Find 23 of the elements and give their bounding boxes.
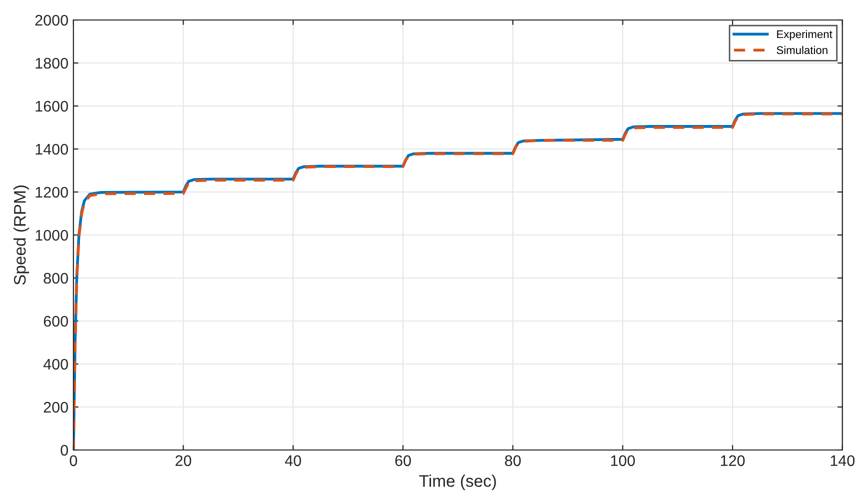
legend-label: Simulation: [776, 46, 828, 54]
x-tick-label: 40: [285, 455, 302, 466]
y-tick-label: 1600: [36, 100, 68, 112]
x-tick-label: 100: [611, 455, 635, 466]
y-tick-label: 1800: [36, 58, 68, 69]
x-tick-label: 120: [720, 455, 745, 466]
x-tick-label: 80: [505, 455, 521, 466]
y-tick-label: 2000: [35, 14, 68, 26]
x-tick-label: 20: [176, 455, 192, 466]
y-tick-label: 800: [44, 272, 68, 284]
x-tick-label: 0: [70, 455, 78, 466]
y-tick-label: 600: [44, 316, 68, 327]
x-tick-label: 60: [395, 455, 411, 466]
x-tick-label: 140: [830, 455, 855, 466]
y-tick-label: 200: [44, 402, 68, 413]
y-axis-title: Speed (RPM): [14, 186, 30, 285]
y-tick-label: 0: [60, 444, 68, 456]
y-tick-label: 400: [43, 358, 68, 370]
y-tick-label: 1400: [36, 144, 68, 155]
y-tick-label: 1200: [36, 186, 68, 198]
y-tick-label: 1000: [36, 230, 68, 241]
x-axis-title: Time (sec): [419, 474, 496, 490]
legend-label: Experiment: [777, 30, 832, 40]
